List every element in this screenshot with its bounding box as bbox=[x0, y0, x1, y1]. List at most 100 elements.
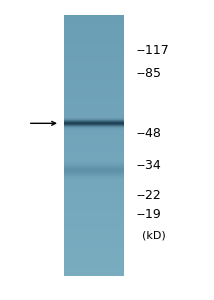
Bar bbox=[64, 196, 124, 198]
Bar bbox=[64, 271, 124, 272]
Bar bbox=[64, 199, 124, 200]
Bar bbox=[64, 108, 124, 109]
Bar bbox=[64, 174, 124, 175]
Bar bbox=[64, 153, 124, 154]
Bar bbox=[64, 117, 124, 118]
Bar bbox=[64, 243, 124, 244]
Bar bbox=[64, 218, 124, 219]
Bar bbox=[64, 105, 124, 106]
Bar bbox=[64, 136, 124, 138]
Bar bbox=[64, 269, 124, 270]
Bar bbox=[64, 176, 124, 177]
Bar bbox=[64, 124, 124, 125]
Bar bbox=[64, 128, 124, 129]
Bar bbox=[64, 159, 124, 160]
Text: --34: --34 bbox=[136, 159, 161, 172]
Bar bbox=[64, 123, 124, 124]
Bar bbox=[64, 176, 124, 178]
Bar bbox=[64, 41, 124, 42]
Bar bbox=[64, 169, 124, 170]
Bar bbox=[64, 167, 124, 168]
Bar bbox=[64, 168, 124, 169]
Bar bbox=[64, 255, 124, 256]
Bar bbox=[64, 273, 124, 274]
Bar bbox=[64, 109, 124, 110]
Bar bbox=[64, 100, 124, 101]
Bar bbox=[64, 246, 124, 247]
Bar bbox=[64, 46, 124, 47]
Bar bbox=[64, 163, 124, 164]
Bar bbox=[64, 72, 124, 73]
Bar bbox=[64, 248, 124, 249]
Bar bbox=[64, 128, 124, 129]
Bar bbox=[64, 166, 124, 167]
Bar bbox=[64, 268, 124, 269]
Bar bbox=[64, 116, 124, 118]
Bar bbox=[64, 17, 124, 19]
Bar bbox=[64, 118, 124, 119]
Bar bbox=[64, 214, 124, 215]
Bar bbox=[64, 236, 124, 237]
Bar bbox=[64, 110, 124, 111]
Bar bbox=[64, 146, 124, 147]
Bar bbox=[64, 66, 124, 67]
Bar bbox=[64, 175, 124, 176]
Bar bbox=[64, 144, 124, 145]
Bar bbox=[64, 126, 124, 127]
Bar bbox=[64, 235, 124, 236]
Bar bbox=[64, 141, 124, 142]
Bar bbox=[64, 197, 124, 199]
Bar bbox=[64, 253, 124, 254]
Bar bbox=[64, 161, 124, 162]
Bar bbox=[64, 173, 124, 174]
Bar bbox=[64, 200, 124, 201]
Bar bbox=[64, 188, 124, 189]
Bar bbox=[64, 125, 124, 126]
Bar bbox=[64, 38, 124, 39]
Bar bbox=[64, 254, 124, 255]
Bar bbox=[64, 236, 124, 238]
Bar bbox=[64, 172, 124, 173]
Bar bbox=[64, 98, 124, 99]
Bar bbox=[64, 30, 124, 31]
Bar bbox=[64, 168, 124, 169]
Bar bbox=[64, 221, 124, 222]
Bar bbox=[64, 50, 124, 52]
Bar bbox=[64, 178, 124, 179]
Bar bbox=[64, 164, 124, 165]
Bar bbox=[64, 145, 124, 146]
Bar bbox=[64, 56, 124, 57]
Bar bbox=[64, 211, 124, 212]
Bar bbox=[64, 217, 124, 218]
Bar bbox=[64, 258, 124, 260]
Bar bbox=[64, 228, 124, 229]
Text: (kD): (kD) bbox=[142, 230, 166, 241]
Bar bbox=[64, 216, 124, 217]
Bar bbox=[64, 74, 124, 75]
Bar bbox=[64, 261, 124, 262]
Bar bbox=[64, 33, 124, 34]
Text: --48: --48 bbox=[136, 127, 161, 140]
Bar bbox=[64, 239, 124, 240]
Bar bbox=[64, 103, 124, 105]
Bar bbox=[64, 130, 124, 131]
Bar bbox=[64, 233, 124, 234]
Bar bbox=[64, 88, 124, 90]
Bar bbox=[64, 43, 124, 44]
Bar bbox=[64, 263, 124, 264]
Bar bbox=[64, 210, 124, 211]
Bar bbox=[64, 202, 124, 204]
Bar bbox=[64, 76, 124, 77]
Bar bbox=[64, 133, 124, 134]
Bar bbox=[64, 167, 124, 168]
Bar bbox=[64, 265, 124, 266]
Bar bbox=[64, 151, 124, 152]
Bar bbox=[64, 35, 124, 36]
Bar bbox=[64, 16, 124, 17]
Bar bbox=[64, 120, 124, 121]
Bar bbox=[64, 84, 124, 86]
Bar bbox=[64, 124, 124, 125]
Bar bbox=[64, 31, 124, 32]
Bar bbox=[64, 218, 124, 219]
Bar bbox=[64, 272, 124, 273]
